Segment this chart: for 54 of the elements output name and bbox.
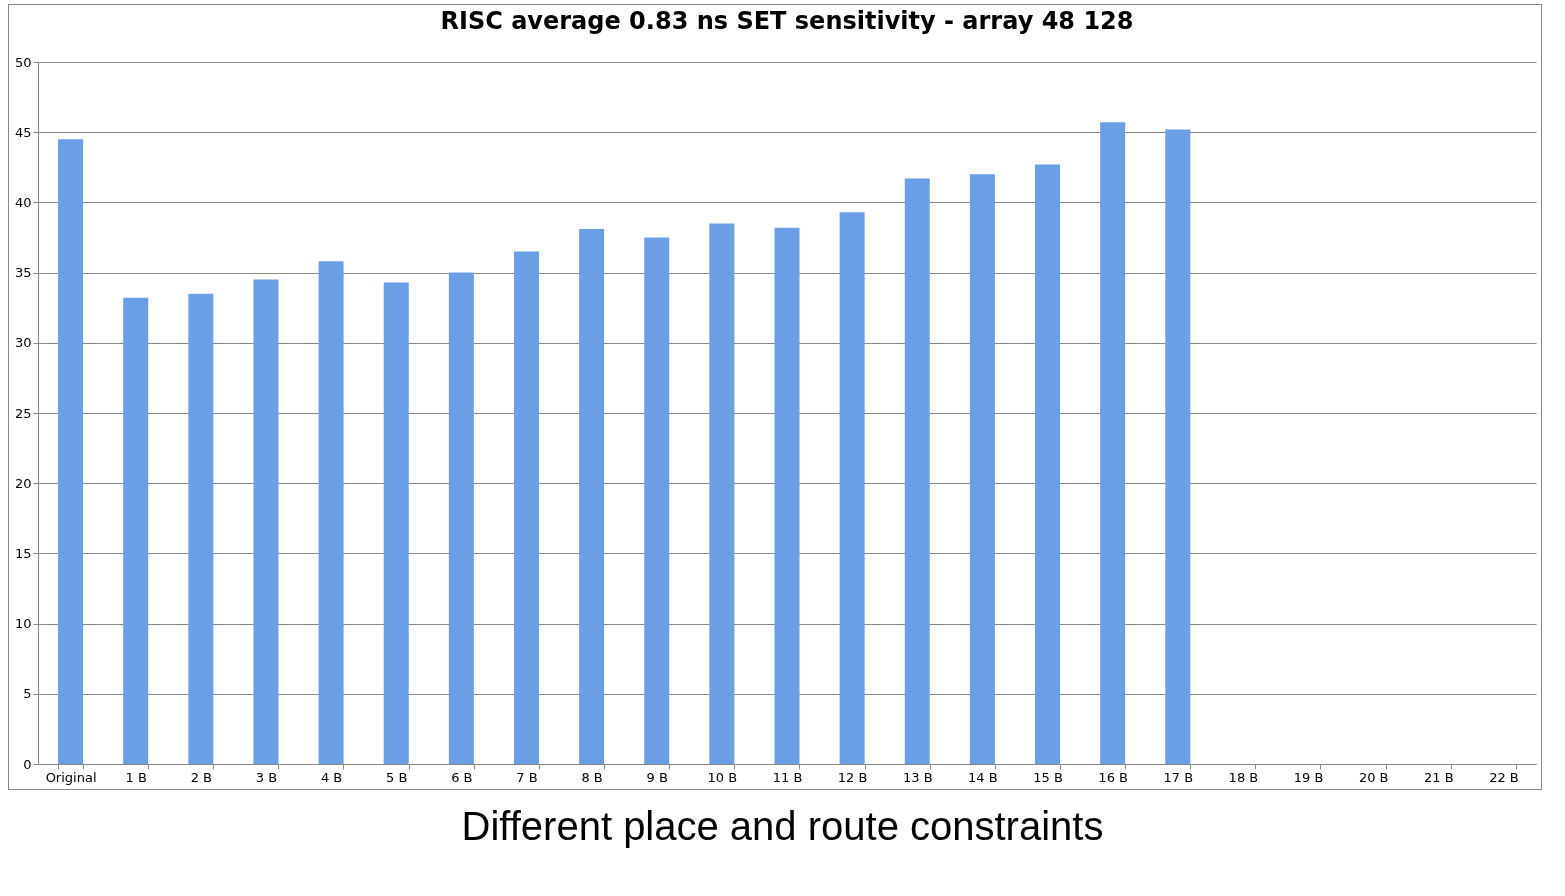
x-tick-label: 13 B — [902, 769, 933, 785]
y-tick-label: 10 — [14, 616, 32, 632]
bar — [1035, 164, 1061, 764]
x-tick-label: 14 B — [968, 769, 998, 785]
x-tick-label: 8 B — [581, 769, 603, 785]
y-tick-label: 35 — [14, 265, 32, 281]
y-tick-label: 5 — [23, 686, 32, 702]
bar — [1165, 129, 1191, 764]
x-tick-label: 16 B — [1098, 769, 1128, 785]
bar — [383, 282, 409, 764]
y-tick-label: 25 — [14, 405, 32, 421]
y-tick-label: 20 — [14, 475, 32, 491]
x-tick-label: 5 B — [386, 769, 408, 785]
x-tick-label: 18 B — [1228, 769, 1259, 785]
text: Different place and route constraints — [460, 804, 1105, 849]
x-tick-label: 19 B — [1293, 769, 1324, 785]
x-tick-label: 10 B — [707, 769, 738, 785]
bar — [58, 139, 84, 764]
y-tick-label: 0 — [23, 756, 32, 772]
x-tick-label: 3 B — [255, 769, 278, 785]
x-tick-label: 21 B — [1424, 769, 1454, 785]
x-tick-label: 7 B — [516, 769, 538, 785]
x-tick-label: Original — [45, 769, 97, 785]
y-tick-label: 30 — [14, 335, 32, 351]
x-tick-label: 6 B — [451, 769, 473, 785]
x-tick-label: 17 B — [1163, 769, 1194, 785]
x-tick-label: 15 B — [1033, 769, 1063, 785]
y-tick-label: 40 — [14, 194, 32, 210]
x-tick-label: 11 B — [772, 769, 803, 785]
bar — [644, 237, 670, 764]
y-tick-label: 50 — [14, 54, 32, 70]
bar — [969, 174, 995, 764]
bar — [318, 261, 344, 764]
x-tick-label: 12 B — [837, 769, 868, 785]
bar — [904, 178, 930, 764]
x-tick-label: 22 B — [1489, 769, 1519, 785]
bar — [579, 229, 605, 764]
y-tick-label: 15 — [14, 545, 32, 561]
bar — [709, 223, 735, 764]
x-tick-label: 1 B — [125, 769, 147, 785]
bar — [253, 279, 279, 764]
x-tick-label: 2 B — [190, 769, 212, 785]
bar — [839, 212, 865, 764]
chart-title: RISC average 0.83 ns SET sensitivity - array 48 128 — [440, 7, 1134, 35]
x-tick-label: 20 B — [1358, 769, 1389, 785]
bar — [1100, 122, 1126, 764]
bar — [774, 227, 800, 764]
x-tick-label: 4 B — [320, 769, 343, 785]
bar — [188, 293, 214, 764]
y-tick-label: 45 — [14, 124, 32, 140]
bar — [123, 297, 149, 764]
bar — [513, 251, 539, 764]
x-tick-label: 9 B — [646, 769, 668, 785]
bar — [448, 272, 474, 764]
